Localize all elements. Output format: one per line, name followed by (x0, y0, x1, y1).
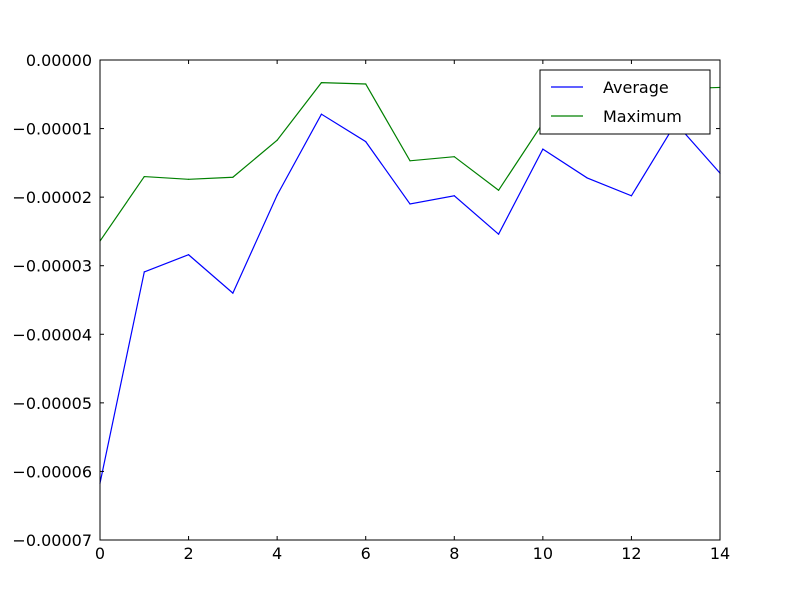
data-point-maximum-5 (320, 82, 323, 84)
x-tick-label: 6 (361, 544, 371, 563)
x-tick-label: 12 (621, 544, 641, 563)
data-point-average-4 (276, 194, 278, 196)
data-point-average-11 (586, 177, 588, 179)
data-point-average-6 (365, 141, 367, 143)
x-tick-label: 4 (272, 544, 282, 563)
x-tick-label: 10 (533, 544, 553, 563)
data-point-maximum-3 (232, 176, 234, 178)
y-tick-label: −0.00004 (12, 325, 92, 344)
y-tick-label: −0.00001 (12, 120, 92, 139)
legend-label-maximum: Maximum (603, 107, 682, 126)
data-point-maximum-4 (276, 139, 278, 141)
x-tick-label: 0 (95, 544, 105, 563)
y-tick-label: 0.00000 (26, 51, 92, 70)
y-tick-label: −0.00007 (12, 531, 92, 550)
data-point-maximum-1 (143, 175, 145, 178)
data-point-maximum-6 (365, 83, 367, 85)
data-point-average-2 (187, 254, 190, 256)
data-point-maximum-9 (497, 189, 500, 191)
data-point-average-8 (453, 195, 455, 197)
x-tick-label: 8 (449, 544, 459, 563)
series-line-average (99, 113, 721, 484)
legend-label-average: Average (603, 78, 669, 97)
data-point-average-9 (497, 233, 500, 235)
data-point-average-12 (630, 195, 633, 197)
data-point-average-5 (320, 113, 323, 115)
y-tick-label: −0.00002 (12, 188, 92, 207)
x-tick-label: 2 (183, 544, 193, 563)
data-point-maximum-7 (409, 160, 411, 162)
data-point-average-3 (232, 292, 234, 294)
tick-layer: 0 2 4 6 8 10 12 14 0.00000 −0.00001 −0.00002 −0.000… (12, 51, 730, 563)
x-tick-label: 14 (710, 544, 730, 563)
legend-box (539, 69, 711, 135)
data-point-maximum-2 (187, 178, 190, 180)
data-point-average-7 (409, 203, 411, 205)
y-tick-label: −0.00006 (12, 462, 92, 481)
y-tick-label: −0.00003 (12, 257, 92, 276)
data-point-average-1 (143, 271, 145, 273)
data-point-maximum-8 (453, 156, 455, 158)
plot-frame (99, 59, 721, 541)
y-tick-label: −0.00005 (12, 394, 92, 413)
legend: Average Maximum (539, 69, 711, 135)
data-point-average-10 (542, 148, 544, 150)
series-layer (99, 82, 721, 484)
